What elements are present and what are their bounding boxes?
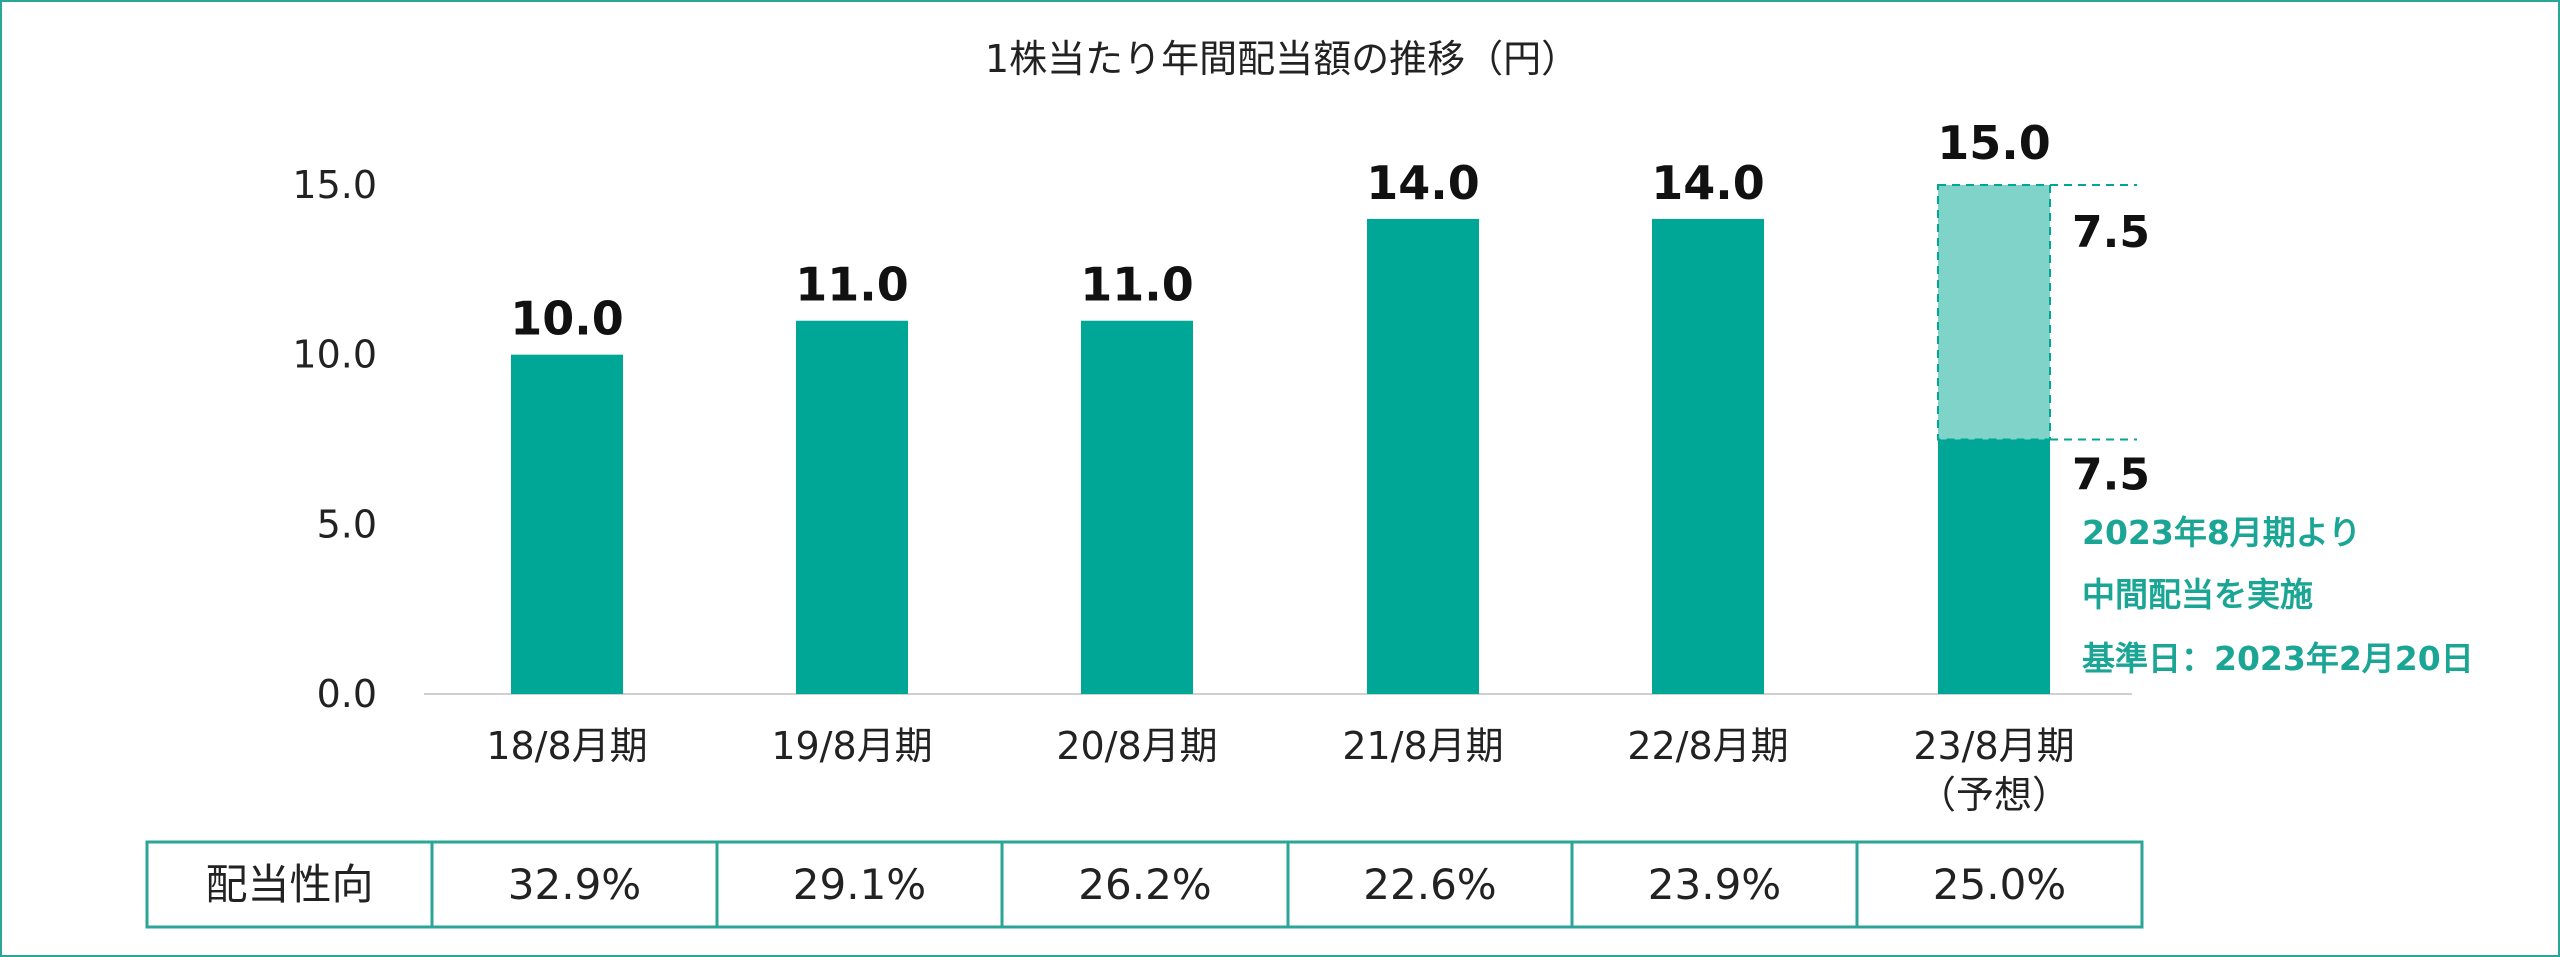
bar bbox=[1652, 218, 1764, 694]
y-tick-label: 15.0 bbox=[292, 163, 377, 207]
x-axis: 18/8月期 19/8月期 20/8月期 21/8月期 22/8月期 23/8月期 （予想） bbox=[486, 724, 2074, 817]
bar bbox=[511, 354, 623, 694]
x-tick-sublabel: （予想） bbox=[1918, 773, 2070, 817]
segment-label-upper: 7.5 bbox=[2072, 207, 2150, 258]
table-cell: 25.0% bbox=[1933, 860, 2066, 909]
table-cell: 29.1% bbox=[793, 860, 926, 909]
bar bbox=[1367, 218, 1479, 694]
segment-label-lower: 7.5 bbox=[2072, 450, 2150, 501]
bar-upper-segment-forecast bbox=[1937, 184, 2051, 441]
y-tick-label: 5.0 bbox=[317, 502, 377, 546]
x-tick-label: 18/8月期 bbox=[486, 724, 647, 768]
table-cell: 26.2% bbox=[1078, 860, 1211, 909]
data-label: 14.0 bbox=[1366, 156, 1480, 210]
y-tick-label: 10.0 bbox=[292, 333, 377, 377]
x-tick-label: 20/8月期 bbox=[1056, 724, 1217, 768]
x-tick-label: 19/8月期 bbox=[771, 724, 932, 768]
table-cell: 23.9% bbox=[1648, 860, 1781, 909]
payout-ratio-table: 配当性向 32.9% 29.1% 26.2% 22.6% 23.9% 25.0% bbox=[145, 840, 2144, 929]
data-label: 10.0 bbox=[510, 292, 624, 346]
y-axis: 0.0 5.0 10.0 15.0 bbox=[292, 163, 2132, 716]
data-label: 15.0 bbox=[1937, 116, 2051, 170]
x-tick-label: 22/8月期 bbox=[1627, 724, 1788, 768]
data-label: 11.0 bbox=[795, 258, 909, 312]
x-tick-label: 23/8月期 bbox=[1913, 724, 2074, 768]
table-cell: 22.6% bbox=[1363, 860, 1496, 909]
y-tick-label: 0.0 bbox=[317, 672, 377, 716]
annotation-line: 2023年8月期より bbox=[2082, 513, 2361, 552]
bar-lower-segment bbox=[1938, 439, 2050, 694]
table-border bbox=[145, 840, 2144, 929]
bar bbox=[1081, 320, 1193, 694]
bar bbox=[796, 320, 908, 694]
x-tick-label: 21/8月期 bbox=[1342, 724, 1503, 768]
chart-title: 1株当たり年間配当額の推移（円） bbox=[985, 37, 1579, 81]
data-label: 14.0 bbox=[1651, 156, 1765, 210]
table-row-label: 配当性向 bbox=[205, 860, 373, 909]
annotation-line: 基準日：2023年2月20日 bbox=[2082, 639, 2474, 678]
table-cell: 32.9% bbox=[508, 860, 641, 909]
bar-group: 10.0 11.0 11.0 14.0 14.0 7.5 7.5 15.0 bbox=[510, 116, 2150, 694]
data-label: 11.0 bbox=[1080, 258, 1194, 312]
annotation-line: 中間配当を実施 bbox=[2082, 575, 2313, 614]
